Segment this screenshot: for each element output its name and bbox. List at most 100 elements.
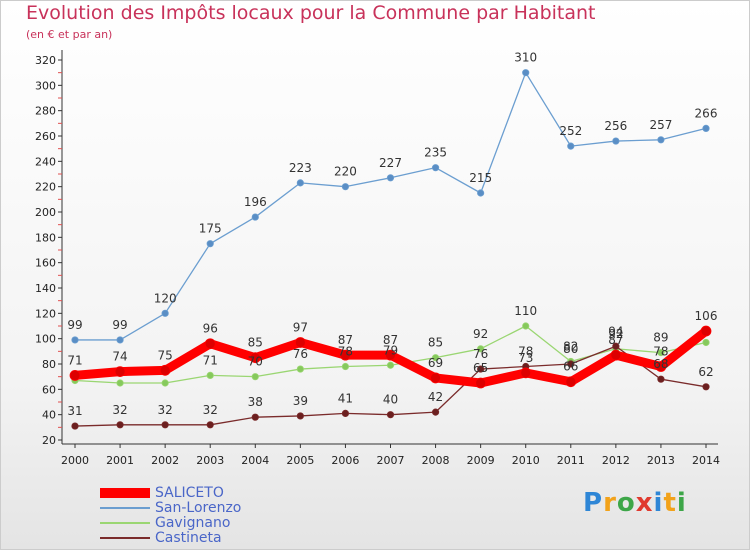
data-point-san-lorenzo (612, 137, 620, 145)
data-point-gavignano (251, 373, 259, 381)
data-label-gavignano: 70 (248, 355, 263, 369)
logo-letter: t (663, 488, 677, 518)
data-point-castineta (161, 421, 169, 429)
data-label-san-lorenzo: 310 (514, 51, 537, 65)
x-tick-label: 2008 (422, 454, 450, 467)
data-label-san-lorenzo: 266 (695, 106, 718, 120)
data-point-saliceto (340, 349, 351, 361)
y-tick-label: 280 (35, 105, 56, 118)
data-point-saliceto (655, 361, 667, 372)
data-label-san-lorenzo: 215 (469, 171, 492, 185)
x-tick-label: 2007 (377, 454, 405, 467)
data-label-saliceto: 75 (158, 348, 173, 362)
x-tick-label: 2013 (647, 454, 675, 467)
x-tick-label: 2004 (241, 454, 269, 467)
y-tick-label: 100 (35, 333, 56, 346)
x-tick-label: 2002 (151, 454, 179, 467)
data-label-saliceto: 65 (473, 361, 488, 375)
data-label-san-lorenzo: 223 (289, 161, 312, 175)
y-tick-label: 80 (42, 358, 56, 371)
data-label-saliceto: 78 (653, 345, 668, 359)
data-label-gavignano: 85 (428, 336, 443, 350)
data-point-san-lorenzo (341, 183, 350, 191)
data-label-saliceto: 73 (518, 351, 533, 365)
data-label-castineta: 68 (653, 357, 668, 371)
data-label-gavignano: 78 (338, 345, 353, 359)
data-label-san-lorenzo: 175 (199, 222, 222, 236)
logo-letter: i (676, 488, 687, 518)
data-point-saliceto (700, 325, 712, 337)
data-label-saliceto: 97 (293, 320, 308, 334)
legend-swatch-san-lorenzo (100, 507, 150, 509)
data-point-gavignano (116, 379, 124, 387)
data-label-saliceto: 71 (67, 353, 82, 367)
y-tick-label: 160 (35, 257, 56, 270)
data-point-castineta (702, 383, 710, 391)
data-label-san-lorenzo: 257 (649, 118, 672, 132)
data-point-saliceto (520, 367, 532, 379)
y-tick-label: 200 (35, 206, 56, 219)
data-point-gavignano (296, 365, 304, 373)
data-point-san-lorenzo (206, 240, 214, 248)
data-point-gavignano (702, 338, 710, 347)
data-point-saliceto (159, 364, 171, 376)
data-label-castineta: 32 (112, 403, 127, 417)
y-tick-label: 180 (35, 231, 56, 244)
data-point-san-lorenzo (251, 213, 259, 221)
data-point-san-lorenzo (296, 179, 304, 187)
legend-item-saliceto: SALICETO (100, 486, 340, 501)
data-label-castineta: 32 (158, 403, 173, 417)
y-tick-label: 120 (35, 307, 56, 320)
y-tick-label: 60 (42, 383, 56, 396)
x-tick-label: 2003 (196, 454, 224, 467)
data-label-castineta: 40 (383, 393, 398, 407)
data-point-castineta (477, 365, 485, 373)
y-tick-label: 240 (35, 155, 56, 168)
data-point-saliceto (610, 349, 622, 361)
data-label-saliceto: 106 (695, 309, 718, 323)
x-tick-label: 2006 (331, 454, 359, 467)
data-point-castineta (431, 408, 440, 416)
data-point-gavignano (386, 361, 395, 369)
data-label-saliceto: 87 (338, 333, 353, 347)
data-point-saliceto (430, 372, 441, 384)
data-label-saliceto: 85 (248, 336, 263, 350)
data-point-gavignano (477, 345, 485, 353)
data-label-castineta: 32 (203, 403, 218, 417)
data-point-gavignano (657, 348, 665, 357)
logo-letter: x (635, 488, 654, 518)
legend-item-castineta: Castineta (100, 531, 340, 546)
y-tick-label: 20 (42, 434, 56, 447)
x-tick-label: 2009 (467, 454, 495, 467)
data-label-castineta: 42 (428, 390, 443, 404)
logo-letter: r (603, 488, 617, 518)
data-point-gavignano (341, 362, 350, 371)
data-label-san-lorenzo: 196 (244, 195, 267, 209)
data-label-san-lorenzo: 99 (112, 318, 127, 332)
data-label-gavignano: 71 (203, 353, 218, 367)
data-label-gavignano: 92 (473, 327, 488, 341)
data-point-san-lorenzo (522, 69, 530, 77)
y-tick-label: 320 (35, 54, 56, 67)
data-label-saliceto: 66 (563, 360, 578, 374)
proxiti-logo: Proxiti (583, 488, 687, 518)
data-point-castineta (612, 342, 620, 350)
data-label-gavignano: 79 (383, 343, 398, 357)
chart-legend: SALICETO San-Lorenzo Gavignano Castineta (100, 486, 340, 546)
legend-label-castineta: Castineta (155, 530, 222, 546)
x-tick-label: 2014 (692, 454, 720, 467)
legend-item-san-lorenzo: San-Lorenzo (100, 501, 340, 516)
x-tick-label: 2005 (286, 454, 314, 467)
data-label-saliceto: 69 (428, 356, 443, 370)
data-point-san-lorenzo (657, 136, 665, 144)
data-point-san-lorenzo (71, 336, 79, 344)
logo-letter: o (616, 488, 636, 518)
data-point-san-lorenzo (386, 174, 395, 182)
legend-swatch-gavignano (100, 522, 150, 524)
data-point-gavignano (431, 354, 440, 362)
legend-label-saliceto: SALICETO (155, 485, 224, 501)
legend-item-gavignano: Gavignano (100, 516, 340, 531)
data-point-castineta (567, 360, 575, 368)
data-point-castineta (206, 421, 214, 429)
